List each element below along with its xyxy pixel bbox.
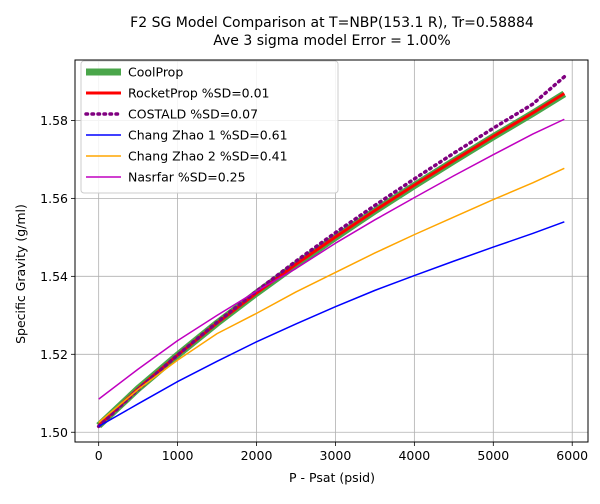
x-tick-label: 5000 bbox=[477, 448, 509, 463]
legend-box bbox=[80, 60, 339, 194]
x-tick-label: 1000 bbox=[162, 448, 194, 463]
legend-label-3: COSTALD %SD=0.07 bbox=[128, 107, 258, 122]
legend-label-5: Chang Zhao 2 %SD=0.41 bbox=[128, 149, 288, 164]
x-tick-label: 4000 bbox=[398, 448, 430, 463]
plot-frame bbox=[74, 59, 589, 443]
y-tick-label: 1.56 bbox=[40, 191, 68, 206]
ticks: 0 1000 2000 3000 4000 5000 6000 1.50 1.52 1.54 1.5… bbox=[40, 113, 588, 463]
x-tick-label: 6000 bbox=[556, 448, 588, 463]
chart-title: F2 SG Model Comparison at T=NBP(153.1 R)… bbox=[130, 15, 534, 31]
y-tick-label: 1.58 bbox=[40, 113, 68, 128]
y-tick-label: 1.50 bbox=[40, 425, 68, 440]
y-axis-label: Specific Gravity (g/ml) bbox=[13, 204, 28, 344]
legend-label-1: CoolProp bbox=[128, 65, 183, 80]
chart-subtitle: Ave 3 sigma model Error = 1.00% bbox=[213, 33, 450, 49]
legend-label-6: Nasrfar %SD=0.25 bbox=[128, 170, 246, 185]
x-tick-label: 0 bbox=[95, 448, 103, 463]
y-tick-label: 1.54 bbox=[40, 269, 68, 284]
series-line-5 bbox=[98, 167, 565, 424]
series-layer bbox=[96, 75, 567, 429]
legend-label-2: RocketProp %SD=0.01 bbox=[128, 86, 270, 101]
x-tick-label: 3000 bbox=[320, 448, 352, 463]
x-tick-label: 2000 bbox=[241, 448, 273, 463]
x-axis-label: P - Psat (psid) bbox=[289, 470, 375, 485]
y-tick-label: 1.52 bbox=[40, 347, 68, 362]
series-line-6 bbox=[98, 118, 565, 400]
legend: CoolProp RocketProp %SD=0.01 COSTALD %SD=0… bbox=[80, 60, 339, 194]
series-line-3 bbox=[96, 75, 567, 429]
legend-label-4: Chang Zhao 1 %SD=0.61 bbox=[128, 128, 288, 143]
series-line-4 bbox=[98, 221, 565, 428]
